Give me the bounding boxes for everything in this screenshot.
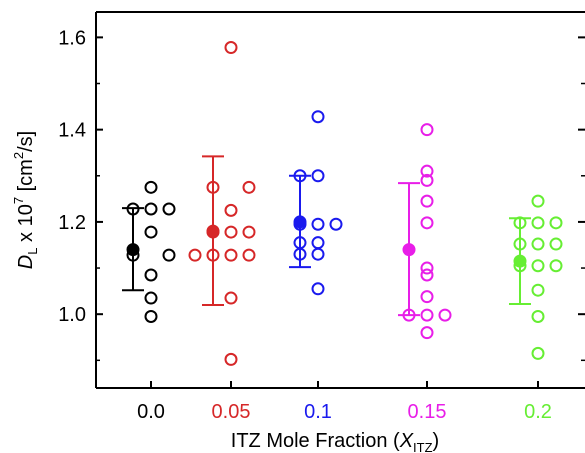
mean-marker bbox=[402, 243, 416, 257]
data-point bbox=[531, 216, 545, 230]
data-point bbox=[420, 326, 434, 340]
data-point bbox=[224, 352, 238, 366]
data-point bbox=[420, 164, 434, 178]
data-point bbox=[311, 110, 325, 124]
data-point bbox=[224, 225, 238, 239]
data-point bbox=[293, 247, 307, 261]
data-point bbox=[311, 217, 325, 231]
series-0.05 bbox=[188, 41, 256, 366]
x-tick-label: 0.0 bbox=[137, 401, 165, 423]
data-point bbox=[224, 248, 238, 262]
data-point bbox=[293, 169, 307, 183]
x-axis-title: ITZ Mole Fraction (XITZ) bbox=[231, 430, 439, 453]
mean-marker bbox=[206, 224, 220, 238]
axes bbox=[95, 11, 585, 389]
data-point bbox=[242, 248, 256, 262]
series-0.1 bbox=[289, 110, 343, 296]
data-point bbox=[206, 180, 220, 194]
y-tick-label: 1.2 bbox=[58, 212, 86, 234]
mean-marker bbox=[126, 243, 140, 257]
data-point bbox=[311, 247, 325, 261]
data-point bbox=[144, 202, 158, 216]
data-point bbox=[144, 180, 158, 194]
y-tick-label: 1.4 bbox=[58, 120, 86, 142]
data-point bbox=[126, 202, 140, 216]
data-point bbox=[513, 216, 527, 230]
data-point bbox=[549, 259, 563, 273]
data-point bbox=[311, 282, 325, 296]
data-point bbox=[420, 290, 434, 304]
data-point bbox=[438, 308, 452, 322]
data-marks bbox=[122, 41, 563, 366]
data-point bbox=[531, 283, 545, 297]
mean-marker bbox=[513, 254, 527, 268]
data-point bbox=[531, 346, 545, 360]
data-point bbox=[513, 237, 527, 251]
data-point bbox=[531, 309, 545, 323]
data-point bbox=[420, 123, 434, 137]
data-point bbox=[311, 236, 325, 250]
data-point bbox=[420, 216, 434, 230]
data-point bbox=[206, 248, 220, 262]
x-tick-label: 0.1 bbox=[304, 401, 332, 423]
data-point bbox=[162, 248, 176, 262]
data-point bbox=[188, 248, 202, 262]
data-point bbox=[549, 237, 563, 251]
data-point bbox=[144, 309, 158, 323]
data-point bbox=[144, 225, 158, 239]
data-point bbox=[420, 268, 434, 282]
data-point bbox=[224, 291, 238, 305]
data-point bbox=[402, 308, 416, 322]
x-tick-label: 0.2 bbox=[524, 401, 552, 423]
x-tick-label: 0.15 bbox=[408, 401, 447, 423]
y-tick-label: 1.6 bbox=[58, 27, 86, 49]
data-point bbox=[420, 261, 434, 275]
data-point bbox=[242, 225, 256, 239]
data-point bbox=[242, 180, 256, 194]
data-point bbox=[549, 216, 563, 230]
data-point bbox=[420, 173, 434, 187]
series-0.0 bbox=[122, 180, 176, 323]
data-point bbox=[531, 194, 545, 208]
y-tick-label: 1.0 bbox=[58, 304, 86, 326]
data-point bbox=[162, 202, 176, 216]
y-axis-title: DL x 107 [cm2/s] bbox=[11, 131, 40, 269]
data-point bbox=[531, 237, 545, 251]
data-point bbox=[311, 169, 325, 183]
data-point bbox=[224, 203, 238, 217]
data-point bbox=[224, 41, 238, 55]
axis-labels: 1.0 1.2 1.4 1.6 0.0 0.05 0.1 0.15 0.2 ITZ Mole Fr… bbox=[11, 27, 552, 453]
data-point bbox=[144, 268, 158, 282]
mean-marker bbox=[293, 215, 307, 229]
data-point bbox=[144, 291, 158, 305]
data-point bbox=[329, 217, 343, 231]
series-0.2 bbox=[509, 194, 563, 360]
x-tick-label: 0.05 bbox=[212, 401, 251, 423]
data-point bbox=[420, 308, 434, 322]
data-point bbox=[420, 194, 434, 208]
series-0.15 bbox=[398, 123, 452, 340]
data-point bbox=[531, 259, 545, 273]
